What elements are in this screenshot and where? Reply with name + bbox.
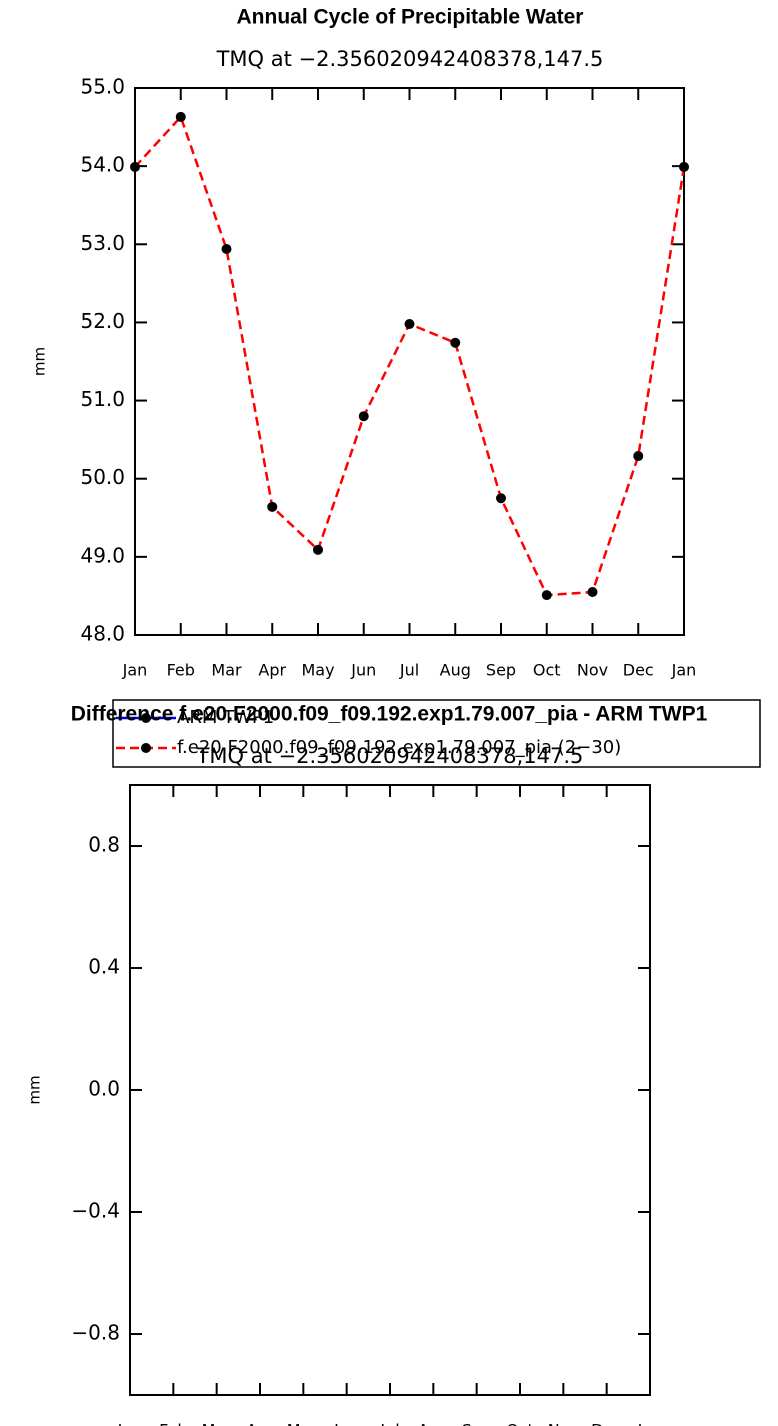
x-tick-label: Apr xyxy=(258,661,286,680)
y-tick-label: 48.0 xyxy=(80,622,125,646)
x-tick-label: Oct xyxy=(506,1421,534,1426)
x-tick-label: Jan xyxy=(122,661,148,680)
plot-frame xyxy=(134,87,685,636)
chart-title: Annual Cycle of Precipitable Water xyxy=(237,6,584,29)
x-tick-label: Jul xyxy=(379,1421,399,1426)
data-point xyxy=(633,451,644,462)
data-point xyxy=(221,243,232,254)
x-tick-label: Jan xyxy=(637,1421,663,1426)
y-tick-label: 51.0 xyxy=(80,387,125,411)
series-line xyxy=(134,114,686,597)
data-point xyxy=(587,587,598,598)
x-tick-label: Nov xyxy=(548,1421,579,1426)
x-tick-label: May xyxy=(301,661,334,680)
data-point xyxy=(175,111,186,122)
x-tick-label: Jun xyxy=(333,1421,359,1426)
y-tick-label: 55.0 xyxy=(80,75,125,99)
x-tick-label: Mar xyxy=(202,1421,233,1426)
data-point xyxy=(496,493,506,504)
x-tick-label: Nov xyxy=(577,661,608,680)
data-point xyxy=(358,411,369,422)
y-axis-label: mm xyxy=(31,347,49,376)
legend-box xyxy=(112,699,761,768)
x-tick-label: Aug xyxy=(440,661,471,680)
x-tick-label: Jul xyxy=(399,661,419,680)
x-tick-label: Jan xyxy=(117,1421,143,1426)
legend-label: ARM TWP1 xyxy=(177,707,274,728)
legend-marker xyxy=(141,713,151,723)
x-tick-label: Mar xyxy=(211,661,242,680)
x-tick-label: Feb xyxy=(159,1421,187,1426)
y-tick-label: 0.4 xyxy=(88,955,120,979)
y-tick-label: 50.0 xyxy=(80,465,125,489)
legend-marker xyxy=(141,743,151,753)
data-point xyxy=(130,161,140,172)
chart-subtitle: TMQ at −2.356020942408378,147.5 xyxy=(196,744,584,768)
data-point xyxy=(679,161,689,172)
data-point xyxy=(450,337,461,348)
y-tick-label: −0.4 xyxy=(71,1199,120,1223)
x-tick-label: Dec xyxy=(623,661,654,680)
data-point xyxy=(267,501,278,512)
y-tick-label: −0.8 xyxy=(71,1321,120,1345)
y-tick-label: 49.0 xyxy=(80,543,125,567)
x-tick-label: Sep xyxy=(462,1421,492,1426)
y-tick-label: 54.0 xyxy=(80,153,125,177)
x-tick-label: Sep xyxy=(486,661,516,680)
x-tick-label: Oct xyxy=(533,661,561,680)
data-point xyxy=(404,318,415,329)
y-tick-label: 0.8 xyxy=(88,833,120,857)
plot-frame xyxy=(129,784,651,1396)
x-tick-label: Dec xyxy=(591,1421,622,1426)
y-tick-label: 0.0 xyxy=(88,1077,120,1101)
y-axis-label: mm xyxy=(26,1075,44,1104)
x-tick-label: Jan xyxy=(671,661,697,680)
chart-title: Difference f.e20.F2000.f09_f09.192.exp1.… xyxy=(71,703,708,726)
x-tick-label: Feb xyxy=(167,661,195,680)
x-tick-label: May xyxy=(287,1421,320,1426)
y-tick-label: 52.0 xyxy=(80,309,125,333)
x-tick-label: Aug xyxy=(418,1421,449,1426)
legend-label: f.e20.F2000.f09_f09.192.exp1.79.007_pia … xyxy=(177,737,621,758)
x-tick-label: Apr xyxy=(246,1421,274,1426)
x-tick-label: Jun xyxy=(350,661,376,680)
y-tick-label: 53.0 xyxy=(80,231,125,255)
chart-subtitle: TMQ at −2.356020942408378,147.5 xyxy=(216,47,604,71)
data-point xyxy=(313,544,323,555)
data-point xyxy=(541,590,552,601)
